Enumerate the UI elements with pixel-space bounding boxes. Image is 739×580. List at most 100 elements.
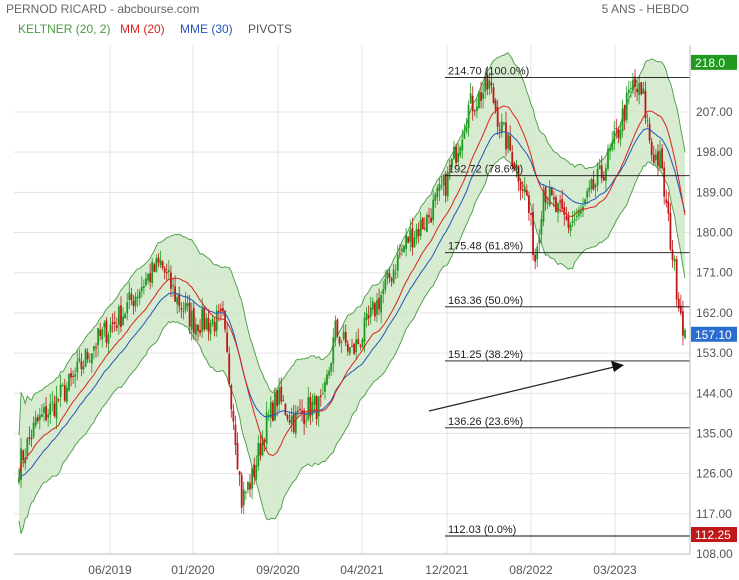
candle-body [195,324,197,336]
candle-body [276,389,278,407]
y-tick-label: 135.00 [696,426,733,440]
candle-body [498,129,501,131]
candle-body [590,179,593,189]
legend-keltner[interactable]: KELTNER (20, 2) [18,22,111,36]
candle-body [396,254,399,271]
candle-body [563,207,566,215]
candle-body [247,482,249,491]
candle-body [673,259,676,262]
candle-body [351,346,353,348]
candle-body [211,319,214,324]
ema-line [18,128,686,479]
candle-body [22,450,25,461]
candle-body [115,325,118,328]
chart-period: 5 ANS - HEBDO [601,2,689,16]
candle-body [192,308,195,334]
candle-body [18,478,20,483]
candle-body [130,294,133,300]
candle-body [586,190,589,198]
candle-body [80,361,83,370]
candle-body [423,228,426,230]
legend-mme[interactable]: MME (30) [180,22,233,36]
candle-body [217,310,220,312]
candle-body [103,322,106,328]
candle-body [155,258,158,272]
candle-body [394,272,397,274]
candle-body [390,278,393,282]
candle-body [319,395,322,397]
candle-body [577,210,580,216]
y-tick-label: 144.00 [696,386,733,400]
candle-body [236,443,239,470]
fibonacci-levels: 214.70 (100.0%) 192.72 (78.6%) 175.48 (61.… [445,66,690,537]
keltner-upper [18,52,686,436]
price-badges: 218.0 157.10 112.25 [691,54,737,543]
candle-body [492,87,495,103]
candle-body [625,92,628,120]
candle-body [255,465,258,480]
candle-body [557,202,559,213]
candle-body [136,296,139,299]
candle-body [371,301,374,310]
candle-body [303,410,306,425]
candle-body [176,297,179,305]
candle-body [530,213,532,215]
candle-body [382,289,385,294]
candle-body [438,184,441,191]
candle-body [511,152,514,167]
candle-body [151,261,154,283]
x-tick-label: 01/2020 [171,563,215,577]
candle-body [86,352,89,360]
candle-body [607,148,609,169]
candle-body [47,414,50,418]
candle-body [525,190,528,196]
candle-body [238,471,241,475]
candle-body [665,199,668,204]
candle-body [559,200,562,203]
candle-body [613,131,616,144]
candle-body [500,121,503,133]
candle-body [486,74,489,90]
candle-body [534,254,537,262]
candle-body [72,375,75,377]
candle-body [84,349,87,367]
candle-body [457,152,460,163]
candle-body [359,345,362,347]
candle-body [95,347,97,349]
candle-body [455,146,457,163]
candle-body [638,83,641,95]
candle-body [515,164,518,167]
candle-body [548,187,551,206]
y-tick-label: 153.00 [696,346,733,360]
candle-body [473,110,476,112]
y-tick-label: 189.00 [696,185,733,199]
legend-pivots[interactable]: PIVOTS [248,22,293,36]
legend-mm[interactable]: MM (20) [120,22,165,36]
candle-body [82,366,85,370]
candle-body [51,401,54,403]
candle-body [388,273,391,278]
candle-body [59,384,62,397]
candle-body [222,308,224,312]
candle-body [109,324,112,333]
x-tick-label: 09/2020 [256,563,300,577]
candle-body [663,167,666,197]
candle-body [36,417,39,422]
candle-body [448,168,451,170]
candle-body [259,443,262,456]
candle-body [365,313,368,321]
candle-body [219,308,222,312]
keltner-band [18,52,686,534]
candle-body [573,219,576,221]
candle-body [26,438,29,456]
candle-body [349,347,351,354]
candle-body [542,190,545,222]
candle-body [503,122,505,124]
candle-body [315,395,318,420]
candle-body [147,274,149,281]
candle-body [353,343,355,354]
candle-body [552,197,555,200]
candle-body [240,475,243,508]
candle-body [411,228,414,248]
